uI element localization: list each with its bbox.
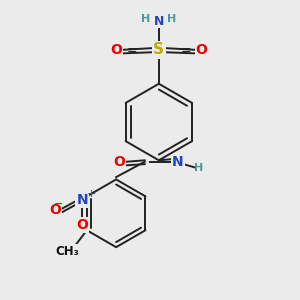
Text: H: H [167,14,177,24]
Text: S: S [153,42,164,57]
Text: −: − [54,199,63,209]
Text: N: N [76,193,88,207]
Text: O: O [113,155,125,169]
Text: O: O [76,218,88,232]
Text: O: O [196,43,208,57]
Text: H: H [194,163,203,173]
Text: N: N [172,155,184,169]
Text: H: H [141,14,150,24]
Text: CH₃: CH₃ [56,245,80,258]
Text: =: = [181,44,191,57]
Text: O: O [110,43,122,57]
Text: =: = [126,44,137,57]
Text: N: N [154,14,164,28]
Text: +: + [86,189,96,199]
Text: O: O [49,203,61,218]
